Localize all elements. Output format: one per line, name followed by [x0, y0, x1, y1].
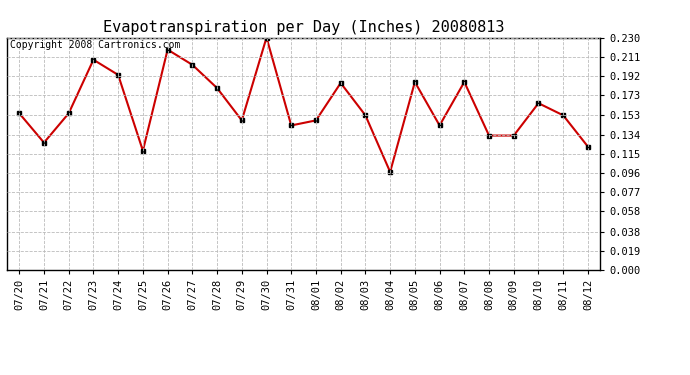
Title: Evapotranspiration per Day (Inches) 20080813: Evapotranspiration per Day (Inches) 2008… — [103, 20, 504, 35]
Text: Copyright 2008 Cartronics.com: Copyright 2008 Cartronics.com — [10, 40, 180, 50]
